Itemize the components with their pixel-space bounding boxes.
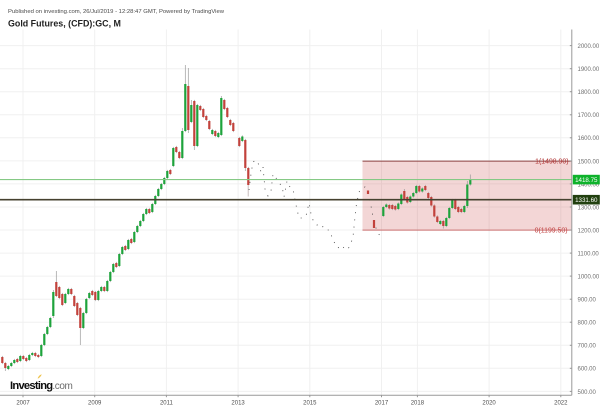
svg-text:500.00: 500.00 (578, 390, 597, 396)
svg-text:2000.00: 2000.00 (578, 44, 600, 50)
svg-text:0(1199.50): 0(1199.50) (535, 228, 568, 235)
svg-text:2022: 2022 (554, 401, 568, 407)
svg-text:1100.00: 1100.00 (578, 252, 600, 258)
svg-text:800.00: 800.00 (578, 321, 597, 327)
svg-text:1331.60: 1331.60 (575, 197, 598, 204)
svg-text:2020: 2020 (482, 401, 496, 407)
svg-text:1(1498.90): 1(1498.90) (535, 159, 568, 166)
svg-text:600.00: 600.00 (578, 367, 597, 373)
svg-text:900.00: 900.00 (578, 298, 597, 304)
svg-text:2009: 2009 (88, 401, 102, 407)
svg-text:2015: 2015 (303, 401, 317, 407)
svg-text:1800.00: 1800.00 (578, 90, 600, 96)
svg-text:1900.00: 1900.00 (578, 67, 600, 73)
svg-text:Investing.com: Investing.com (10, 380, 72, 392)
svg-text:1000.00: 1000.00 (578, 275, 600, 281)
svg-text:2011: 2011 (160, 401, 174, 407)
svg-text:1600.00: 1600.00 (578, 136, 600, 142)
svg-text:1200.00: 1200.00 (578, 228, 600, 234)
svg-text:700.00: 700.00 (578, 344, 597, 350)
svg-text:1400.00: 1400.00 (578, 182, 600, 188)
svg-text:2017: 2017 (375, 401, 389, 407)
svg-text:1300.00: 1300.00 (578, 205, 600, 211)
svg-text:Gold Futures, (CFD):GC, M: Gold Futures, (CFD):GC, M (8, 19, 121, 29)
svg-text:1500.00: 1500.00 (578, 159, 600, 165)
svg-text:1418.75: 1418.75 (575, 177, 598, 184)
svg-text:Published on investing.com, 26: Published on investing.com, 26/Jul/2019 … (8, 9, 225, 15)
svg-text:2007: 2007 (16, 401, 30, 407)
svg-text:2013: 2013 (231, 401, 245, 407)
svg-text:1700.00: 1700.00 (578, 113, 600, 119)
svg-text:2018: 2018 (411, 401, 425, 407)
